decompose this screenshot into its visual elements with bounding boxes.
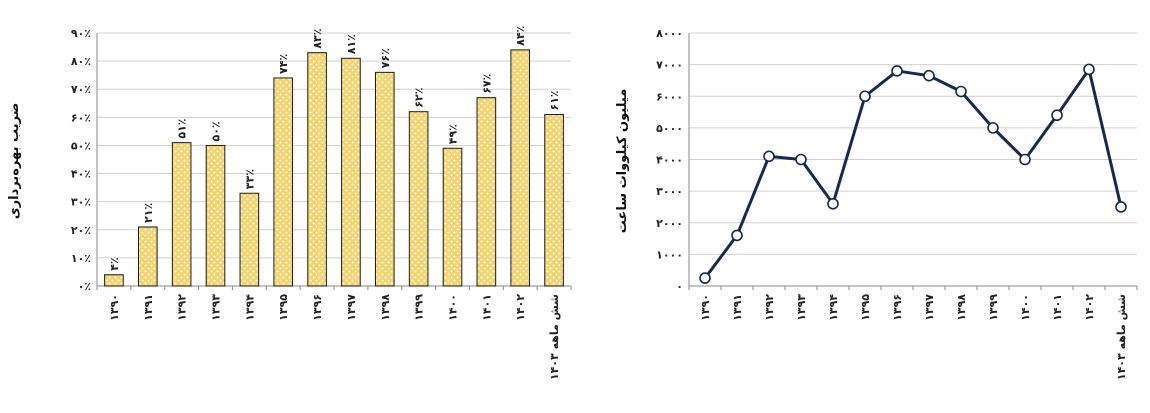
data-point: [955, 85, 967, 98]
x-tick-label: ۱۳۹۷: [923, 294, 936, 321]
bar-chart-y-axis-title: ضریب بهره‌برداری: [7, 103, 22, 220]
y-tick-label: ۸۰۰۰: [656, 27, 683, 40]
x-tick-label: ۱۳۹۹: [987, 294, 1000, 321]
x-tick-label: شش ماهه ۱۴۰۳: [548, 294, 561, 380]
x-tick-label: ۱۴۰۰: [1019, 294, 1032, 321]
x-tick-label: ۱۴۰۰: [447, 294, 460, 321]
data-point: [827, 197, 839, 210]
data-point: [1051, 109, 1063, 122]
data-point: [923, 69, 935, 82]
bar: [544, 114, 564, 287]
bar: [510, 49, 531, 287]
x-tick-label: ۱۳۹۲: [763, 294, 776, 321]
y-tick-label: ۲۰۰۰: [656, 217, 683, 230]
y-tick-label: ۱۰٪: [71, 252, 91, 265]
data-point: [763, 150, 775, 163]
bar: [205, 144, 226, 287]
bar-data-label: ۸۱٪: [345, 34, 358, 54]
bar: [307, 52, 327, 287]
data-point: [987, 122, 999, 134]
y-tick-label: ۶۰۰۰: [656, 90, 683, 103]
bar-data-label: ۴٪: [108, 257, 121, 270]
bar-data-label: ۵۱٪: [176, 118, 189, 138]
bar: [239, 192, 260, 287]
y-tick-label: ۱۰۰۰: [656, 248, 683, 261]
line-chart-y-axis-title: میلیون کیلووات ساعت: [615, 89, 630, 234]
y-tick-label: ۰٪: [78, 280, 91, 293]
series-line: [703, 67, 1123, 279]
y-tick-label: ۴۰٪: [71, 168, 91, 181]
bar: [171, 142, 192, 287]
bar-data-label: ۶۷٪: [480, 73, 493, 93]
x-tick-label: ۱۳۹۲: [176, 294, 189, 321]
x-tick-label: ۱۳۹۳: [210, 294, 223, 321]
utilization-bar-chart: ضریب بهره‌برداری ۰٪ ۱۰٪ ۲۰٪ ۳۰٪ ۴۰٪ ۵۰٪ ۶۰٪ ۷۰٪…: [7, 26, 572, 380]
x-tick-label: ۱۳۹۰: [108, 294, 121, 321]
data-point: [1115, 201, 1127, 213]
x-tick-label: ۱۳۹۵: [277, 294, 290, 321]
bar: [442, 147, 463, 287]
bar: [104, 274, 124, 287]
y-tick-label: ۵۰۰۰: [656, 122, 683, 135]
y-tick-label: ۳۰٪: [71, 196, 91, 209]
y-tick-label: ۴۰۰۰: [656, 154, 683, 167]
bar: [408, 111, 429, 287]
x-tick-label: ۱۳۹۶: [891, 294, 904, 321]
x-tick-label: ۱۳۹۰: [699, 294, 712, 321]
x-tick-label: ۱۴۰۲: [1083, 294, 1096, 321]
bar-data-label: ۶۱٪: [548, 90, 561, 110]
data-point: [891, 65, 903, 77]
x-tick-label: ۱۴۰۱: [480, 294, 493, 321]
data-point: [859, 90, 871, 103]
x-tick-label: ۱۳۹۴: [243, 294, 256, 321]
x-tick-label: ۱۳۹۶: [311, 294, 324, 321]
x-tick-label: ۱۴۰۲: [514, 294, 527, 321]
x-tick-label: ۱۳۹۸: [379, 294, 392, 321]
y-tick-label: ۷۰٪: [71, 83, 91, 96]
bar: [341, 57, 361, 287]
y-tick-label: ۸۰٪: [71, 55, 91, 68]
x-tick-label: ۱۳۹۴: [827, 294, 840, 321]
energy-line-chart: میلیون کیلووات ساعت ۰ ۱۰۰۰ ۲۰۰۰ ۳۰۰۰ ۴۰۰۰ ۵۰۰…: [615, 27, 1138, 380]
data-point: [699, 272, 711, 284]
y-tick-label: ۷۰۰۰: [656, 59, 683, 72]
x-tick-label: ۱۳۹۱: [731, 294, 744, 321]
x-tick-label: ۱۳۹۹: [413, 294, 426, 321]
bar-data-label: ۳۳٪: [243, 169, 256, 189]
y-tick-label: ۰: [676, 280, 683, 293]
bar: [476, 97, 497, 287]
y-tick-label: ۶۰٪: [71, 111, 91, 124]
bar-data-label: ۲۱٪: [142, 203, 155, 223]
bar-data-label: ۷۴٪: [277, 54, 290, 74]
bar: [374, 71, 395, 287]
data-point: [795, 153, 807, 166]
bar: [273, 77, 294, 287]
x-tick-label: ۱۳۹۵: [859, 294, 872, 321]
x-tick-label: ۱۳۹۱: [142, 294, 155, 321]
x-tick-label: ۱۳۹۸: [955, 294, 968, 321]
bar-data-label: ۸۴٪: [514, 26, 527, 46]
x-tick-label: شش ماهه ۱۴۰۳: [1115, 294, 1128, 380]
y-tick-label: ۵۰٪: [71, 139, 91, 152]
data-point: [1019, 153, 1031, 166]
x-tick-label: ۱۴۰۱: [1051, 294, 1064, 321]
y-tick-label: ۹۰٪: [71, 27, 91, 40]
bar-data-label: ۵۰٪: [210, 121, 223, 141]
bar-data-label: ۷۶٪: [379, 48, 392, 68]
data-point: [731, 229, 743, 242]
bar-data-label: ۶۲٪: [413, 88, 426, 108]
x-tick-label: ۱۳۹۳: [795, 294, 808, 321]
y-tick-label: ۲۰٪: [71, 224, 91, 237]
bar-data-label: ۸۳٪: [311, 29, 324, 49]
bar-data-label: ۴۹٪: [447, 124, 460, 144]
data-point: [1083, 63, 1095, 76]
x-tick-label: ۱۳۹۷: [345, 294, 358, 321]
y-tick-label: ۳۰۰۰: [656, 185, 683, 198]
bar: [137, 226, 158, 287]
